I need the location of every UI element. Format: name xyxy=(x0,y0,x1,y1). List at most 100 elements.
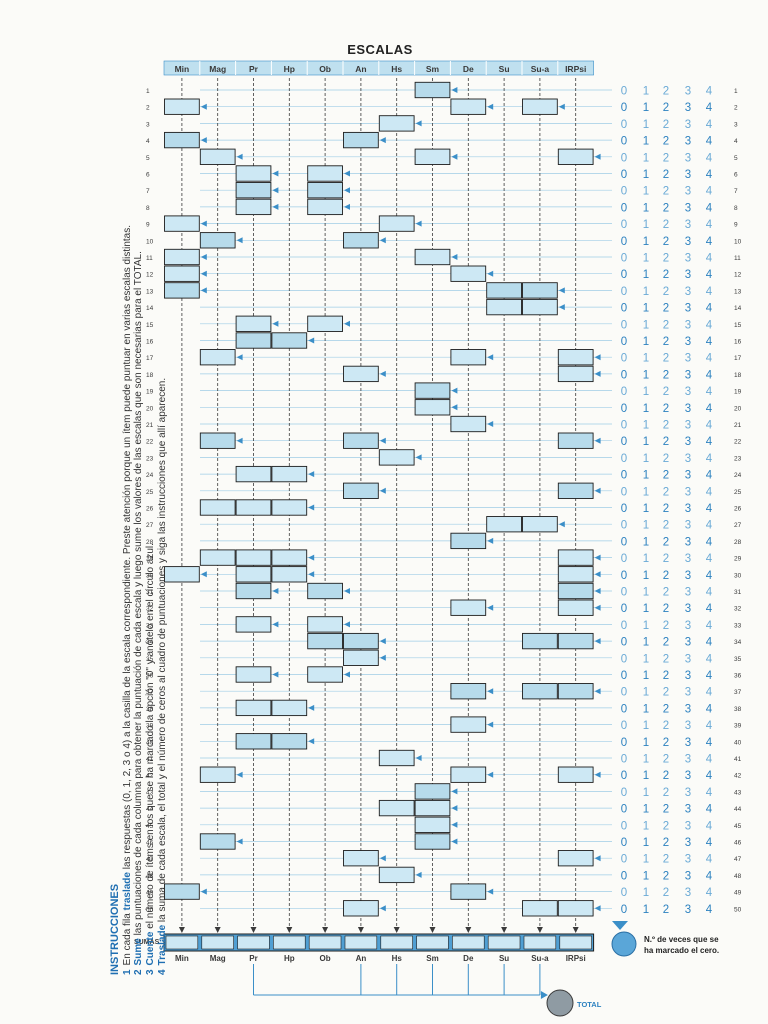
row-arrow xyxy=(415,755,422,761)
instructions-title: INSTRUCCIONES xyxy=(109,883,121,975)
row-arrow xyxy=(594,437,601,444)
option-0: 0 xyxy=(621,286,627,298)
header-scale-mag: Mag xyxy=(209,64,226,74)
row-arrow xyxy=(379,137,386,144)
row-arrow xyxy=(451,254,458,260)
option-2: 2 xyxy=(663,253,669,265)
option-0: 0 xyxy=(621,119,627,131)
option-0: 0 xyxy=(621,737,627,749)
row-number-right: 41 xyxy=(734,756,742,763)
row-arrow xyxy=(487,354,494,361)
sum-label-hp: Hp xyxy=(284,954,295,963)
row-arrow xyxy=(594,688,601,695)
answer-box-irpsi xyxy=(557,432,594,449)
header-scale-su-a: Su-a xyxy=(531,64,550,74)
answer-box-an xyxy=(343,131,379,149)
option-4: 4 xyxy=(706,820,713,832)
option-0: 0 xyxy=(621,403,627,415)
row-arrow xyxy=(379,487,386,494)
option-4: 4 xyxy=(706,420,713,432)
header-scale-sm: Sm xyxy=(426,64,440,74)
option-3: 3 xyxy=(685,587,691,599)
answer-box-min xyxy=(164,215,200,232)
row-number-right: 24 xyxy=(734,472,742,479)
option-2: 2 xyxy=(663,420,669,432)
option-4: 4 xyxy=(706,787,713,799)
row-arrow xyxy=(200,220,207,227)
answer-box-hp xyxy=(271,566,308,583)
option-1: 1 xyxy=(643,486,649,498)
row-number-left: 27 xyxy=(146,522,154,529)
option-1: 1 xyxy=(643,553,649,565)
option-4: 4 xyxy=(706,587,713,599)
answer-box-pr xyxy=(235,198,272,216)
answer-box-pr xyxy=(235,699,272,717)
answer-box-pr xyxy=(235,616,272,633)
answer-box-su-a xyxy=(522,282,558,299)
answer-box-su-a xyxy=(522,632,558,650)
column-down-arrow xyxy=(322,927,329,933)
option-1: 1 xyxy=(643,269,649,281)
answer-box-hp xyxy=(271,699,308,717)
answer-box-su xyxy=(486,516,522,533)
option-1: 1 xyxy=(643,319,649,331)
row-arrow xyxy=(594,354,601,361)
option-4: 4 xyxy=(706,202,713,214)
option-4: 4 xyxy=(706,653,713,665)
row-number-right: 32 xyxy=(734,606,742,613)
answer-box-mag xyxy=(199,833,236,850)
answer-box-an xyxy=(343,432,379,449)
row-arrow xyxy=(344,621,350,628)
option-1: 1 xyxy=(643,787,649,799)
option-0: 0 xyxy=(621,336,627,348)
option-4: 4 xyxy=(706,486,713,498)
option-2: 2 xyxy=(663,720,669,732)
option-0: 0 xyxy=(621,186,627,198)
option-2: 2 xyxy=(663,436,669,448)
option-0: 0 xyxy=(621,754,627,766)
option-0: 0 xyxy=(621,319,627,331)
option-2: 2 xyxy=(663,587,669,599)
option-0: 0 xyxy=(621,202,627,214)
option-3: 3 xyxy=(685,236,691,248)
option-2: 2 xyxy=(663,102,669,114)
row-arrow xyxy=(415,871,422,878)
option-4: 4 xyxy=(706,319,713,331)
row-arrow xyxy=(236,237,243,244)
option-4: 4 xyxy=(706,303,713,315)
row-number-right: 15 xyxy=(734,322,742,329)
sum-box-an xyxy=(344,935,378,950)
row-number-left: 37 xyxy=(146,689,154,696)
header-scale-ob: Ob xyxy=(319,64,331,74)
option-2: 2 xyxy=(663,787,669,799)
option-1: 1 xyxy=(643,770,649,782)
option-3: 3 xyxy=(685,119,691,131)
zero-count-circle xyxy=(611,931,637,957)
option-4: 4 xyxy=(706,286,713,298)
row-number-left: 39 xyxy=(146,723,154,730)
header-scale-hs: Hs xyxy=(391,64,402,74)
answer-box-sm xyxy=(414,248,451,266)
row-number-right: 19 xyxy=(734,389,742,396)
option-3: 3 xyxy=(685,152,691,164)
option-1: 1 xyxy=(643,520,649,532)
option-2: 2 xyxy=(663,503,669,515)
row-number-right: 47 xyxy=(734,856,742,863)
answer-box-sm xyxy=(414,81,451,99)
option-0: 0 xyxy=(621,804,627,816)
answer-box-sm xyxy=(414,148,451,165)
row-number-left: 17 xyxy=(146,355,154,362)
option-4: 4 xyxy=(706,687,713,699)
option-1: 1 xyxy=(643,754,649,766)
option-3: 3 xyxy=(685,887,691,899)
option-3: 3 xyxy=(685,737,691,749)
sum-label-hs: Hs xyxy=(392,954,403,963)
row-number-right: 38 xyxy=(734,706,742,713)
option-0: 0 xyxy=(621,536,627,548)
row-number-right: 10 xyxy=(734,238,742,245)
answer-box-su-a xyxy=(522,98,558,115)
row-arrow xyxy=(308,554,315,561)
column-down-arrow xyxy=(536,927,543,933)
row-number-right: 9 xyxy=(734,222,738,229)
answer-box-mag xyxy=(199,349,236,366)
